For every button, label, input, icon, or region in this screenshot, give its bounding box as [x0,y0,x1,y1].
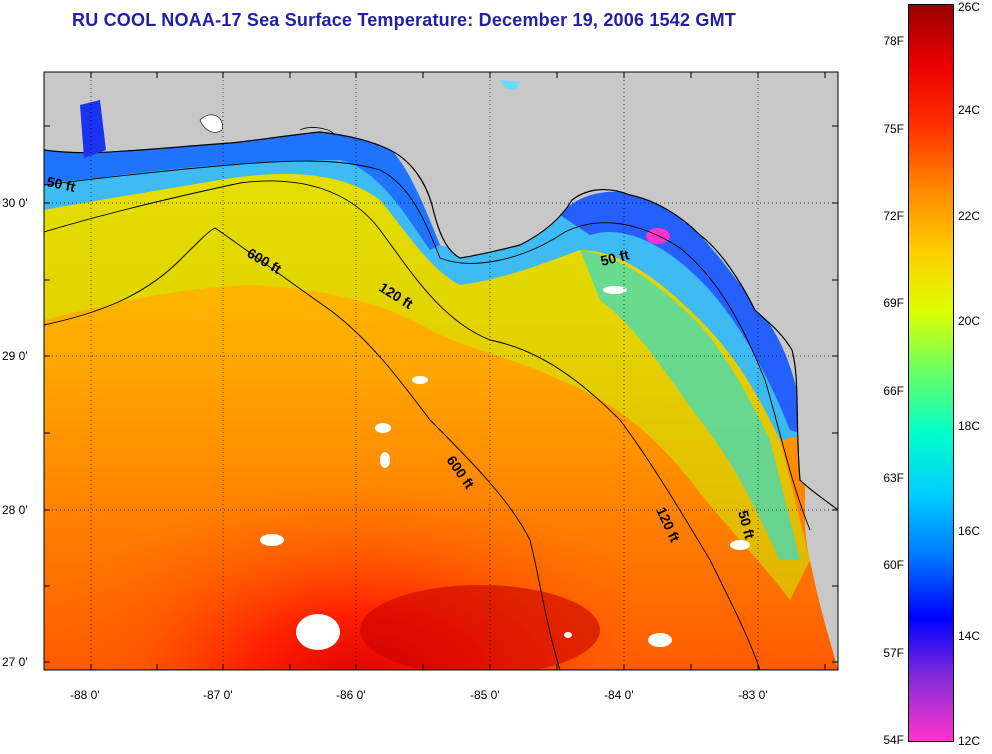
colorbar-f-label: 54F [883,733,904,747]
coastline [44,72,838,510]
colorbar-f-label: 60F [883,558,904,572]
colorbar-f-label: 69F [883,296,904,310]
plot-frame [43,71,839,671]
colorbar-c-label: 20C [958,314,981,328]
colorbar-f-label: 78F [883,34,904,48]
temperature-colorbar [908,4,954,742]
colorbar-f-label: 63F [883,471,904,485]
lon-tick-label: -86 0' [336,688,366,702]
colorbar-f-label: 66F [883,384,904,398]
contour-label: 50 ft [735,509,758,541]
colorbar-c-label: 26C [958,0,981,14]
lon-tick-label: -88 0' [70,688,100,702]
lon-tick-label: -85 0' [470,688,500,702]
contour-label: 50 ft [45,173,77,195]
contour-50ft [44,160,811,531]
lon-tick-label: -87 0' [203,688,233,702]
lon-tick-label: -84 0' [604,688,634,702]
graticule [44,72,838,670]
colorbar-c-label: 12C [958,734,981,748]
sst-map: 50 ft 600 ft 120 ft 50 ft 600 ft 120 ft … [2,71,839,702]
lon-tick-label: -83 0' [738,688,768,702]
colorbar-c-label: 14C [958,629,981,643]
colorbar-c-label: 22C [958,209,981,223]
lat-tick-label: 30 0' [2,196,28,210]
colorbar-c-label: 24C [958,103,981,117]
colorbar-c-label: 16C [958,524,981,538]
map-title: RU COOL NOAA-17 Sea Surface Temperature:… [72,10,736,30]
colorbar-f-label: 72F [883,209,904,223]
cloud-mask [260,286,750,650]
colorbar-c-label: 18C [958,419,981,433]
contour-600ft [44,227,561,670]
axis-ticks [44,72,838,670]
lat-tick-label: 28 0' [2,503,28,517]
lat-tick-label: 27 0' [2,655,28,669]
contour-label: 50 ft [599,246,631,269]
colorbar-f-label: 75F [883,122,904,136]
sst-map-graphic: 50 ft 600 ft 120 ft 50 ft 600 ft 120 ft … [43,71,839,671]
colorbar-f-label: 57F [883,646,904,660]
lat-tick-label: 29 0' [2,349,28,363]
contour-120ft [44,180,761,670]
